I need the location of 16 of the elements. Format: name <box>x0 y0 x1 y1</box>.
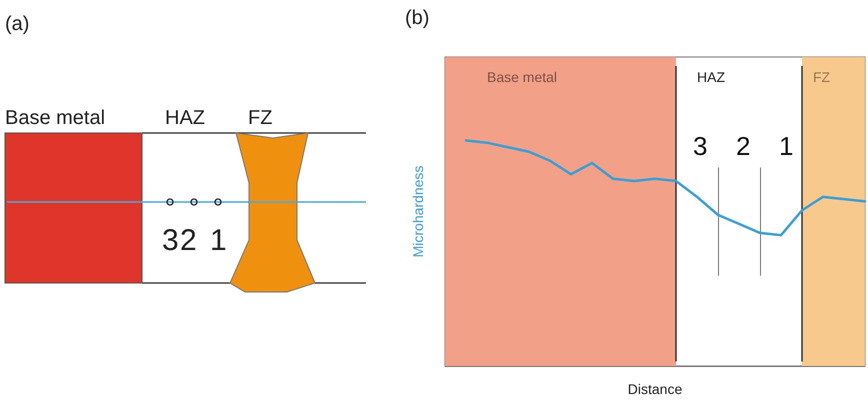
annotation: 1 <box>779 131 794 161</box>
text: FZ <box>813 69 831 85</box>
x-axis-title: Distance <box>628 381 682 397</box>
chart-title: (b) <box>405 7 430 29</box>
text: Base metal <box>5 107 106 129</box>
text: HAZ <box>165 107 205 129</box>
y-axis-title: Microhardness <box>410 166 426 258</box>
text: 1 <box>210 224 227 257</box>
text: 2 <box>180 224 197 257</box>
text: (a) <box>5 13 30 35</box>
text: HAZ <box>697 69 726 85</box>
text: 3 <box>162 224 179 257</box>
annotation: 3 <box>693 131 708 161</box>
text: FZ <box>248 107 272 129</box>
text: Base metal <box>487 69 558 85</box>
annotation: 2 <box>736 131 750 161</box>
